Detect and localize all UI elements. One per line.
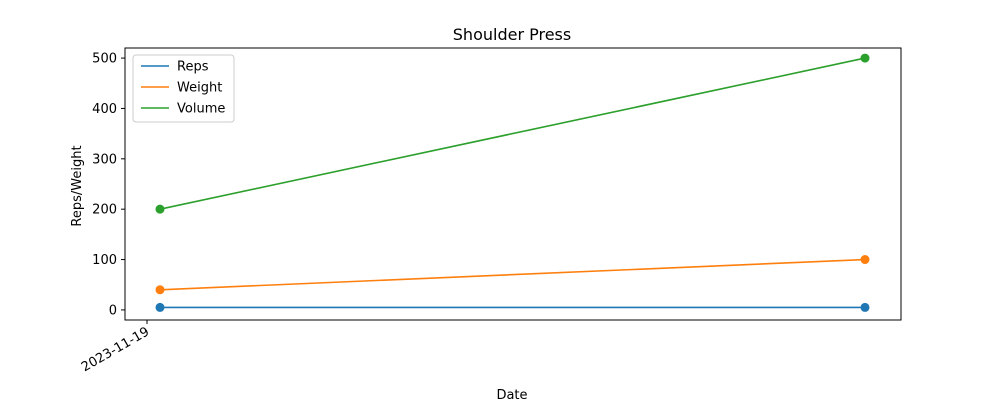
- y-axis-label: Reps/Weight: [70, 145, 85, 226]
- legend-box: [132, 54, 235, 123]
- plot-area: [124, 47, 902, 321]
- data-point-volume: [155, 204, 165, 214]
- x-axis: 2023-11-19: [79, 320, 152, 375]
- series-layer: [155, 53, 870, 312]
- legend-label-reps: Reps: [177, 60, 209, 75]
- x-axis-label: Date: [496, 388, 527, 400]
- data-point-weight: [860, 255, 870, 265]
- data-point-volume: [860, 53, 870, 63]
- data-point-reps: [155, 302, 165, 312]
- series-line-volume: [159, 57, 866, 210]
- y-tick-label: 500: [92, 52, 117, 67]
- legend: Reps Weight Volume: [132, 54, 235, 123]
- legend-label-weight: Weight: [177, 81, 222, 96]
- legend-label-volume: Volume: [177, 102, 225, 117]
- x-tick-label: 2023-11-19: [79, 324, 152, 375]
- data-point-weight: [155, 285, 165, 295]
- data-point-reps: [860, 302, 870, 312]
- y-tick-label: 400: [92, 102, 117, 117]
- y-tick-label: 0: [109, 303, 117, 318]
- y-axis: 0 100 200 300 400 500: [92, 52, 125, 318]
- y-tick-label: 200: [92, 203, 117, 218]
- series-line-weight: [159, 258, 866, 291]
- chart-title: Shoulder Press: [453, 25, 571, 44]
- y-tick-label: 100: [92, 253, 117, 268]
- y-tick-label: 300: [92, 152, 117, 167]
